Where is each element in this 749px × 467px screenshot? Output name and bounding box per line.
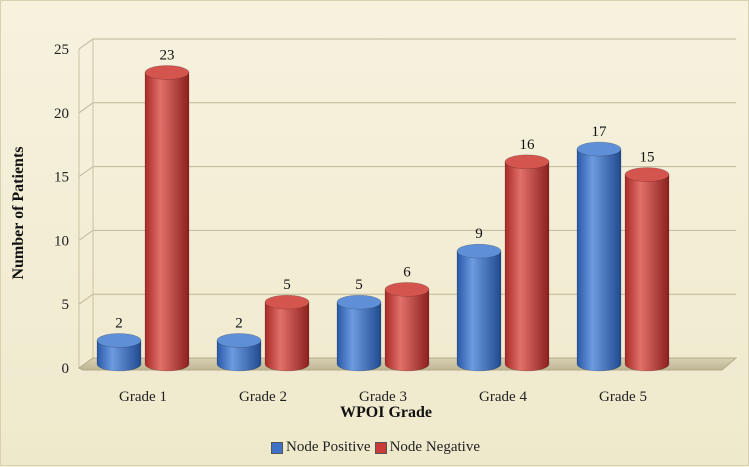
bar-node-positive [216, 333, 262, 372]
gridline [78, 38, 736, 50]
bar-node-positive [96, 333, 142, 372]
bar-node-positive [336, 294, 382, 372]
bar-node-positive [456, 243, 502, 372]
x-axis: Grade 1 Grade 2 Grade 3 Grade 4 Grade 5 [119, 389, 647, 405]
y-tick-label: 5 [62, 297, 70, 313]
legend-item: Node Positive [271, 439, 371, 456]
data-label: 17 [592, 124, 608, 140]
data-label: 2 [115, 315, 123, 331]
x-axis-title: WPOI Grade [340, 404, 432, 421]
y-tick-label: 0 [62, 361, 70, 377]
x-tick-label: Grade 1 [119, 389, 167, 405]
y-tick-label: 10 [54, 233, 69, 249]
data-label: 23 [160, 48, 175, 64]
bar-node-negative [504, 154, 550, 372]
data-label: 15 [640, 150, 655, 166]
legend-label: Node Negative [389, 439, 480, 455]
x-tick-label: Grade 3 [359, 389, 407, 405]
data-label: 5 [283, 277, 291, 293]
y-axis: 0 5 10 15 20 25 [54, 42, 69, 377]
bar-node-positive [576, 141, 622, 372]
data-label: 16 [520, 137, 536, 153]
data-labels: 2 23 2 5 5 6 9 16 17 15 [115, 48, 654, 332]
x-tick-label: Grade 4 [479, 389, 527, 405]
bar-node-negative [624, 167, 670, 372]
y-axis-title: Number of Patients [10, 146, 27, 279]
y-tick-label: 20 [54, 106, 69, 122]
bars [96, 65, 670, 372]
x-tick-label: Grade 5 [599, 389, 647, 405]
legend-label: Node Positive [286, 439, 371, 455]
bar-node-negative [384, 282, 430, 372]
legend-item: Node Negative [374, 439, 480, 456]
y-tick-label: 15 [54, 170, 69, 186]
legend-swatch [374, 441, 387, 454]
bar-node-negative [264, 294, 310, 372]
legend: Node Positive Node Negative [1, 439, 749, 456]
bar-node-negative [144, 65, 190, 372]
x-tick-label: Grade 2 [239, 389, 287, 405]
legend-swatch [271, 441, 283, 454]
data-label: 6 [403, 264, 411, 280]
data-label: 2 [235, 315, 243, 331]
back-wall-edge [78, 39, 94, 368]
data-label: 5 [355, 277, 363, 293]
data-label: 9 [475, 226, 483, 242]
y-tick-label: 25 [54, 42, 69, 58]
